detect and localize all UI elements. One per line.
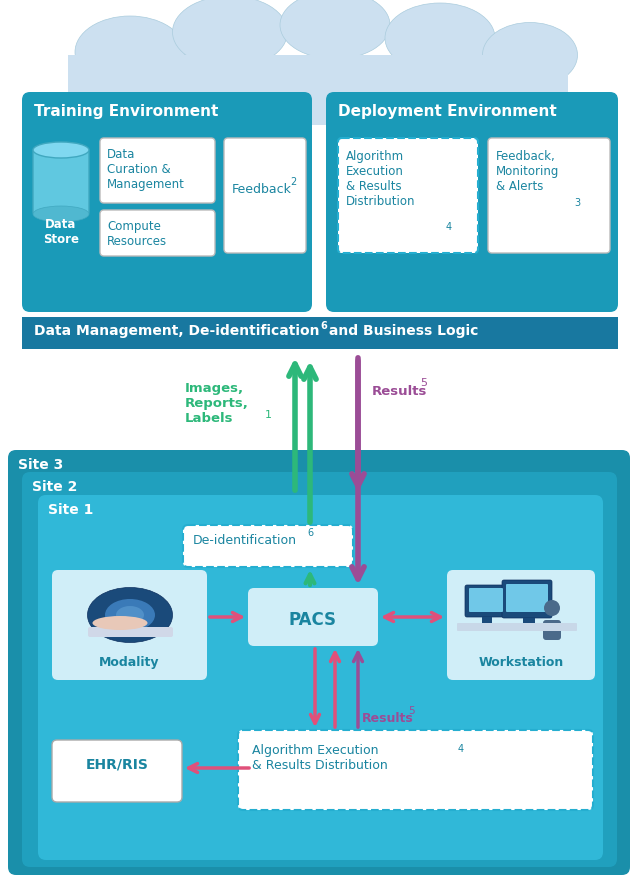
FancyBboxPatch shape: [100, 210, 215, 256]
Text: 2: 2: [290, 177, 296, 187]
FancyBboxPatch shape: [248, 588, 378, 646]
Text: Algorithm Execution
& Results Distribution: Algorithm Execution & Results Distributi…: [252, 744, 388, 772]
Text: De-identification: De-identification: [193, 534, 297, 547]
FancyBboxPatch shape: [224, 138, 306, 253]
FancyBboxPatch shape: [22, 92, 312, 312]
Text: PACS: PACS: [289, 611, 337, 629]
Ellipse shape: [385, 3, 495, 73]
FancyBboxPatch shape: [447, 570, 595, 680]
Text: EHR/RIS: EHR/RIS: [86, 758, 148, 772]
Bar: [68, 75, 568, 125]
Text: Images,
Reports,
Labels: Images, Reports, Labels: [185, 382, 249, 425]
Text: Site 1: Site 1: [48, 503, 93, 517]
Text: 4: 4: [458, 744, 464, 754]
FancyBboxPatch shape: [465, 585, 507, 617]
Text: 5: 5: [408, 706, 415, 716]
FancyBboxPatch shape: [100, 138, 215, 203]
Ellipse shape: [280, 0, 390, 59]
FancyBboxPatch shape: [238, 730, 593, 810]
Ellipse shape: [33, 142, 89, 158]
Text: Feedback: Feedback: [232, 183, 292, 196]
FancyBboxPatch shape: [488, 138, 610, 253]
FancyBboxPatch shape: [183, 525, 353, 567]
FancyBboxPatch shape: [457, 623, 577, 631]
Ellipse shape: [105, 599, 155, 631]
Ellipse shape: [483, 22, 577, 88]
FancyBboxPatch shape: [22, 472, 617, 867]
FancyBboxPatch shape: [506, 584, 548, 612]
Ellipse shape: [33, 206, 89, 222]
Text: Data
Curation &
Management: Data Curation & Management: [107, 148, 185, 191]
FancyBboxPatch shape: [469, 588, 503, 612]
Ellipse shape: [544, 600, 560, 616]
Text: 6: 6: [320, 321, 327, 331]
FancyBboxPatch shape: [326, 92, 618, 312]
Text: Data
Store: Data Store: [43, 218, 79, 246]
Text: Compute
Resources: Compute Resources: [107, 220, 167, 248]
FancyBboxPatch shape: [543, 620, 561, 640]
Text: 5: 5: [420, 378, 427, 388]
Ellipse shape: [93, 616, 147, 630]
Text: Results: Results: [362, 712, 413, 725]
Text: Feedback,
Monitoring
& Alerts: Feedback, Monitoring & Alerts: [496, 150, 559, 193]
Text: 6: 6: [307, 528, 313, 538]
Ellipse shape: [116, 606, 144, 624]
FancyBboxPatch shape: [88, 627, 173, 637]
FancyBboxPatch shape: [52, 570, 207, 680]
Text: and Business Logic: and Business Logic: [324, 324, 478, 338]
Text: Results: Results: [372, 385, 428, 398]
Text: Training Environment: Training Environment: [34, 104, 218, 119]
Text: Site 3: Site 3: [18, 458, 63, 472]
Ellipse shape: [88, 588, 173, 643]
FancyBboxPatch shape: [8, 450, 630, 875]
FancyBboxPatch shape: [33, 150, 89, 214]
Text: Site 2: Site 2: [32, 480, 77, 494]
Bar: [22, 317, 618, 349]
Text: 1: 1: [265, 410, 272, 420]
Text: 3: 3: [574, 198, 580, 208]
Text: Modality: Modality: [99, 656, 159, 669]
Text: Algorithm
Execution
& Results
Distribution: Algorithm Execution & Results Distributi…: [346, 150, 415, 208]
FancyBboxPatch shape: [338, 138, 478, 253]
Bar: [68, 55, 568, 110]
Text: Workstation: Workstation: [478, 656, 564, 669]
FancyBboxPatch shape: [38, 495, 603, 860]
Ellipse shape: [75, 16, 185, 88]
Text: Deployment Environment: Deployment Environment: [338, 104, 557, 119]
FancyBboxPatch shape: [502, 580, 552, 618]
Text: Data Management, De-identification: Data Management, De-identification: [35, 324, 320, 338]
Bar: [482, 617, 492, 623]
Ellipse shape: [173, 0, 287, 68]
Text: 4: 4: [446, 222, 452, 232]
FancyBboxPatch shape: [52, 740, 182, 802]
Bar: [523, 618, 535, 624]
